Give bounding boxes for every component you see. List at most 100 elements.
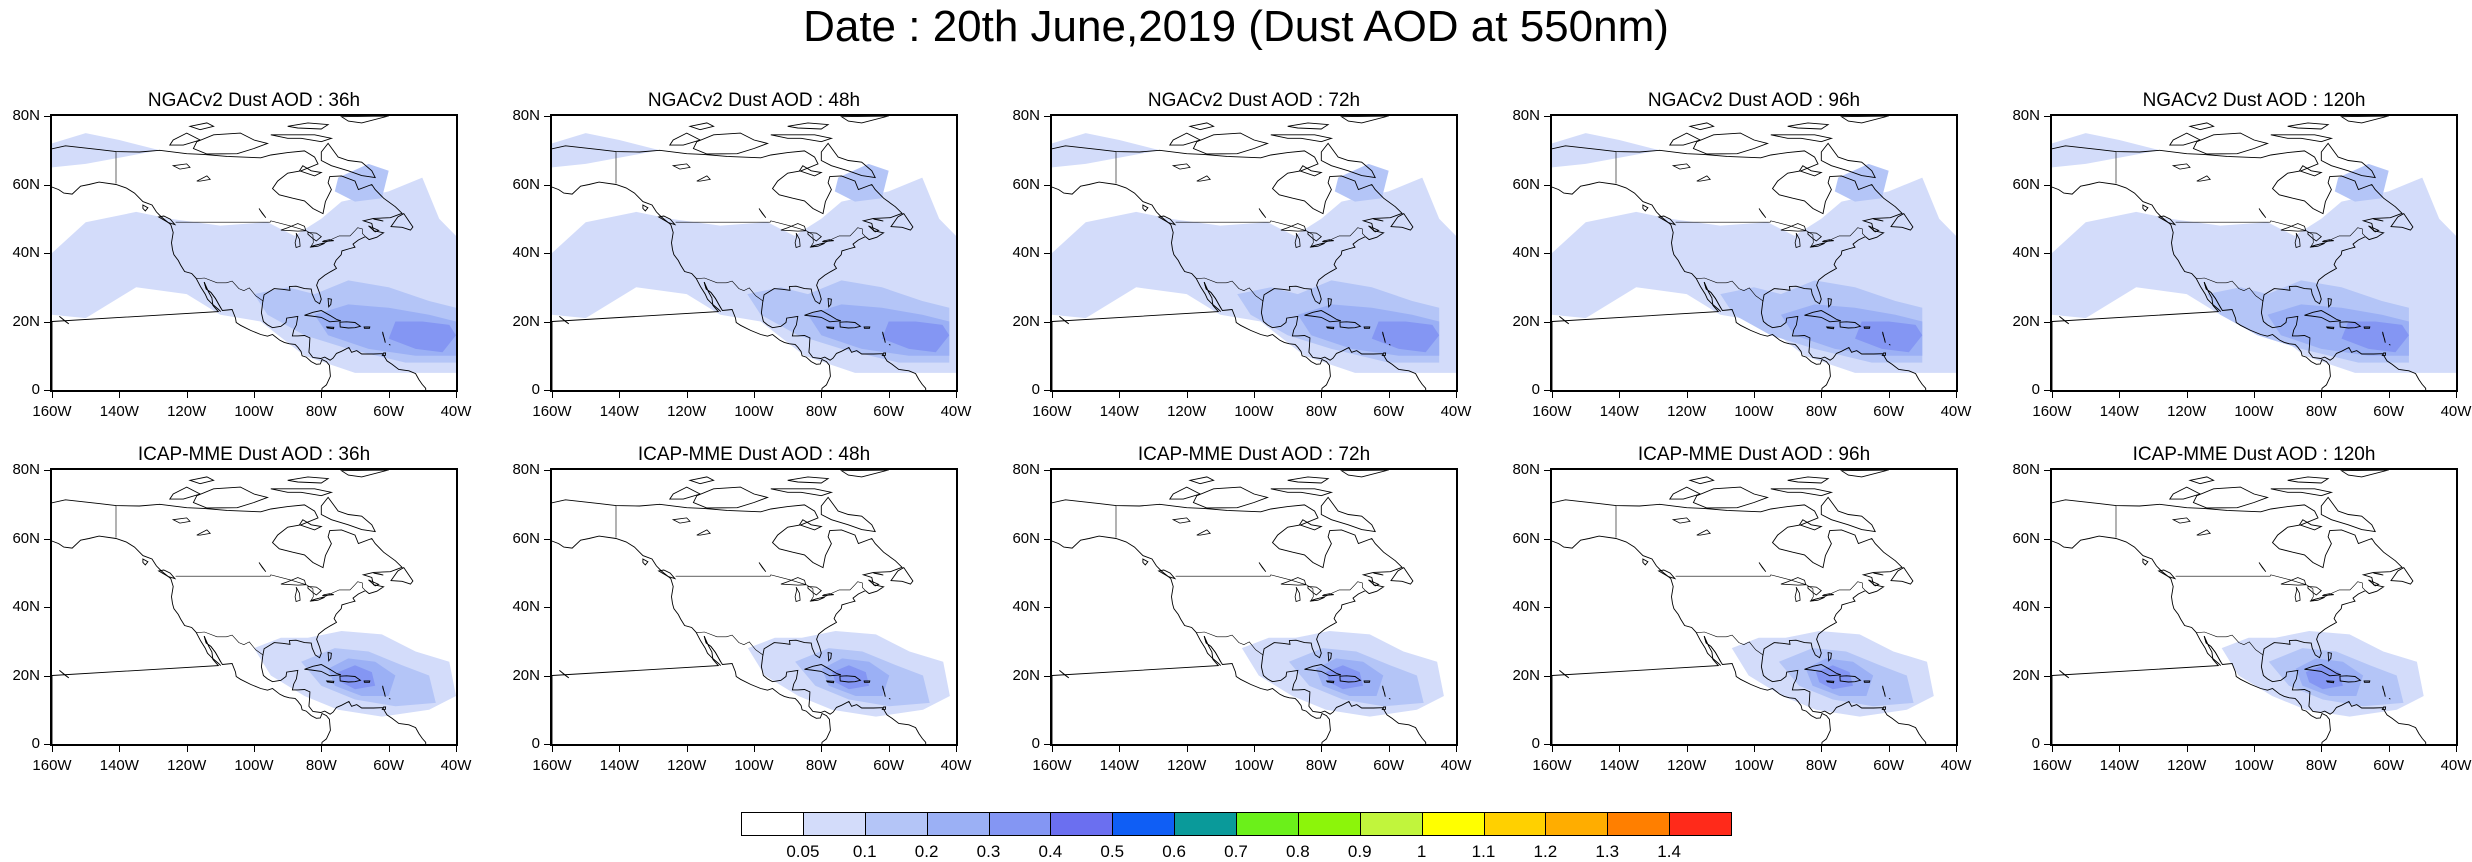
lon-tick-label: 160W (532, 403, 572, 420)
lat-tick-label: 60N (1512, 175, 1540, 193)
map-panel: ICAP-MME Dust AOD : 120h 80N 60N 40N 20N 0 160… (2000, 442, 2471, 802)
island-outline (882, 331, 886, 343)
island-outline (770, 488, 834, 497)
lon-tick-label: 160W (2032, 757, 2072, 774)
lon-tick-label: 160W (1532, 757, 1572, 774)
lake-outline (309, 597, 325, 602)
colorbar-label: 0.6 (1162, 842, 1186, 861)
country-border (675, 574, 866, 601)
lon-tick-label: 120W (1667, 757, 1707, 774)
island-outline (2327, 298, 2332, 308)
lon-tick-mark (52, 392, 53, 398)
lon-tick-label: 80W (1805, 757, 1837, 774)
lat-tick-label: 0 (2031, 381, 2040, 398)
lon-tick-mark (619, 392, 621, 398)
island-outline (2192, 486, 2270, 509)
island-outline (1888, 697, 1891, 700)
lat-tick-label: 0 (1531, 381, 1540, 398)
lake-outline (2307, 586, 2322, 596)
lon-tick-mark (956, 392, 957, 398)
island-outline (863, 680, 871, 683)
coastline (203, 635, 222, 663)
lat-tick-label: 60N (12, 529, 40, 547)
lon-tick-label: 100W (1734, 403, 1774, 420)
lake-outline (171, 517, 191, 524)
lat-tick-mark (44, 538, 50, 540)
island-outline (1642, 204, 1649, 212)
island-outline (873, 218, 884, 222)
panel-title: NGACv2 Dust AOD : 72h (1147, 90, 1361, 111)
coastline (203, 281, 222, 309)
island-outline (188, 122, 215, 131)
island-outline (1868, 225, 1880, 233)
lake-outline (809, 597, 825, 602)
island-outline (1373, 218, 1384, 222)
island-outline (1827, 298, 1832, 308)
lon-tick-mark (2186, 746, 2188, 752)
island-outline (2270, 134, 2334, 143)
colorbar-label: 0.4 (1038, 842, 1063, 861)
lat-tick-label: 40N (1512, 598, 1540, 615)
lake-outline (1794, 586, 1801, 603)
island-outline (2388, 343, 2391, 346)
lake-outline (2294, 586, 2301, 603)
lat-tick-mark (1044, 253, 1050, 254)
lon-tick-mark (956, 746, 957, 752)
lon-tick-mark (1552, 746, 1553, 752)
colorbar-swatch (988, 812, 1052, 836)
island-outline (1839, 321, 1862, 329)
country-border (1696, 277, 1764, 302)
lon-tick-mark (1186, 392, 1188, 398)
lon-tick-label: 120W (1667, 403, 1707, 420)
lon-tick-label: 160W (1032, 757, 1072, 774)
island-outline (390, 567, 414, 585)
lat-tick-mark (544, 470, 550, 471)
island-outline (825, 326, 835, 330)
island-outline (1298, 519, 1323, 531)
island-outline (839, 321, 862, 329)
lon-tick-mark (686, 746, 688, 752)
island-outline (2157, 215, 2177, 226)
island-outline (2298, 519, 2323, 531)
island-outline (2320, 142, 2376, 179)
island-outline (2339, 675, 2362, 683)
lat-tick-mark (44, 744, 50, 745)
map-frame (550, 468, 958, 746)
island-outline (1559, 670, 1570, 679)
lake-outline (2258, 208, 2267, 218)
island-outline (1688, 122, 1715, 131)
panel-title: NGACv2 Dust AOD : 36h (147, 90, 361, 111)
lat-tick-mark (2044, 470, 2050, 471)
map-svg (1052, 470, 1444, 744)
island-outline (2168, 132, 2202, 146)
island-outline (1798, 519, 1823, 531)
island-outline (1881, 352, 1887, 356)
island-outline (2388, 697, 2391, 700)
island-outline (798, 165, 823, 177)
colorbar-swatch (1359, 812, 1423, 836)
lat-tick-mark (44, 321, 50, 323)
lake-outline (822, 593, 834, 597)
map-panel: NGACv2 Dust AOD : 96h 80N 60N 40N 20N 0 160W 14… (1500, 88, 1971, 448)
map-frame (2050, 468, 2458, 746)
coastline (552, 145, 927, 390)
island-outline (1825, 680, 1835, 684)
lon-tick-label: 140W (599, 757, 639, 774)
lat-tick-label: 40N (2012, 598, 2040, 615)
lon-tick-mark (2388, 392, 2390, 398)
coastline (1203, 635, 1222, 663)
lon-tick-mark (1388, 392, 1390, 398)
lake-outline (280, 577, 307, 586)
colorbar-swatch (1297, 812, 1361, 836)
lon-tick-label: 40W (1440, 403, 1472, 420)
lat-tick-label: 80N (512, 107, 540, 124)
lat-tick-label: 40N (1012, 598, 1040, 615)
country-border (196, 277, 264, 302)
country-border (1175, 220, 1366, 247)
island-outline (1304, 310, 1342, 323)
island-outline (1304, 664, 1342, 677)
island-outline (827, 652, 832, 662)
island-outline (688, 122, 715, 131)
island-outline (363, 680, 371, 683)
